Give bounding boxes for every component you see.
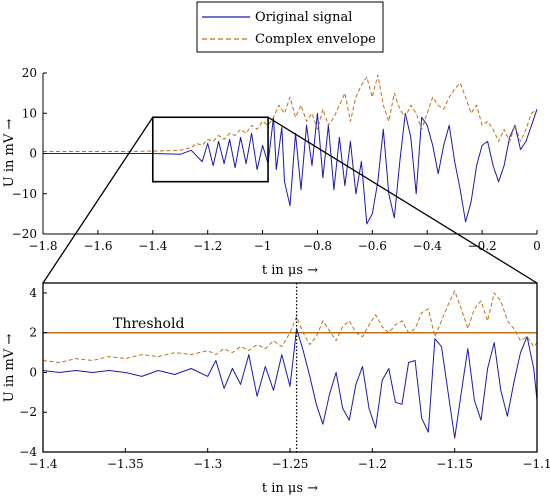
bottom-series-envelope xyxy=(42,290,538,363)
bottom-y-tick-label: −2 xyxy=(19,405,37,419)
legend-envelope-label: Complex envelope xyxy=(255,32,376,47)
bottom-plot-frame xyxy=(42,282,538,453)
top-y-tick-label: −10 xyxy=(12,187,37,201)
bottom-x-tick-label: −1.1 xyxy=(522,457,550,471)
top-y-tick-label: 0 xyxy=(29,147,37,161)
top-series-original xyxy=(43,109,538,225)
top-series-envelope xyxy=(43,74,538,152)
bottom-y-axis-label: U in mV → xyxy=(2,334,17,403)
zoom-box xyxy=(151,116,269,183)
top-x-tick-label: −1.2 xyxy=(193,239,222,253)
top-x-tick-label: −0.8 xyxy=(303,239,332,253)
legend: Original signal Complex envelope xyxy=(196,1,384,53)
top-y-tick-label: 10 xyxy=(22,106,37,120)
legend-box xyxy=(196,1,384,53)
bottom-plot-data xyxy=(42,283,538,452)
bottom-y-tick-label: 4 xyxy=(29,286,37,300)
bottom-x-tick-label: −1.2 xyxy=(358,457,387,471)
top-x-tick-label: −0.2 xyxy=(468,239,497,253)
top-x-tick-label: −0.6 xyxy=(358,239,387,253)
bottom-y-tick-label: 2 xyxy=(29,326,37,340)
top-plot: −1.8 −1.6 −1.4 −1.2 −1 −0.8 −0.6 −0.4 −0.2 0 −20 −1… xyxy=(2,66,541,278)
zoom-connector-left xyxy=(42,116,154,284)
top-x-tick-label: −1.6 xyxy=(83,239,112,253)
bottom-plot: −1.4 −1.35 −1.3 −1.25 −1.2 −1.15 −1.1 −4 −2 0 2 4 T… xyxy=(2,282,550,496)
bottom-plot-ticks: −1.4 −1.35 −1.3 −1.25 −1.2 −1.15 −1.1 −4 −2 0 2 4 xyxy=(19,286,550,471)
bottom-x-tick-label: −1.25 xyxy=(272,457,309,471)
top-y-tick-label: −20 xyxy=(12,227,37,241)
top-y-tick-label: 20 xyxy=(22,66,37,80)
top-y-axis-label: U in mV → xyxy=(2,119,17,188)
bottom-series-original xyxy=(42,328,538,439)
bottom-x-tick-label: −1.4 xyxy=(28,457,58,471)
bottom-y-tick-label: −4 xyxy=(19,445,37,459)
bottom-y-tick-label: 0 xyxy=(29,365,37,379)
legend-original-label: Original signal xyxy=(255,10,352,25)
bottom-x-tick-label: −1.15 xyxy=(436,457,473,471)
bottom-x-axis-label: t in μs → xyxy=(262,481,318,496)
top-x-tick-label: −0.4 xyxy=(413,239,443,253)
top-plot-data xyxy=(43,74,538,225)
bottom-x-tick-label: −1.3 xyxy=(193,457,222,471)
threshold-label: Threshold xyxy=(113,316,184,332)
top-plot-ticks: −1.8 −1.6 −1.4 −1.2 −1 −0.8 −0.6 −0.4 −0.2 0 −20 −1… xyxy=(12,66,541,253)
top-x-tick-label: −1 xyxy=(254,239,272,253)
top-x-tick-label: 0 xyxy=(533,239,541,253)
top-x-axis-label: t in μs → xyxy=(262,263,318,278)
zoom-connector-right xyxy=(267,116,538,284)
top-x-tick-label: −1.8 xyxy=(28,239,57,253)
top-x-tick-label: −1.4 xyxy=(138,239,168,253)
bottom-x-tick-label: −1.35 xyxy=(107,457,144,471)
zoom-indicator xyxy=(42,116,538,284)
